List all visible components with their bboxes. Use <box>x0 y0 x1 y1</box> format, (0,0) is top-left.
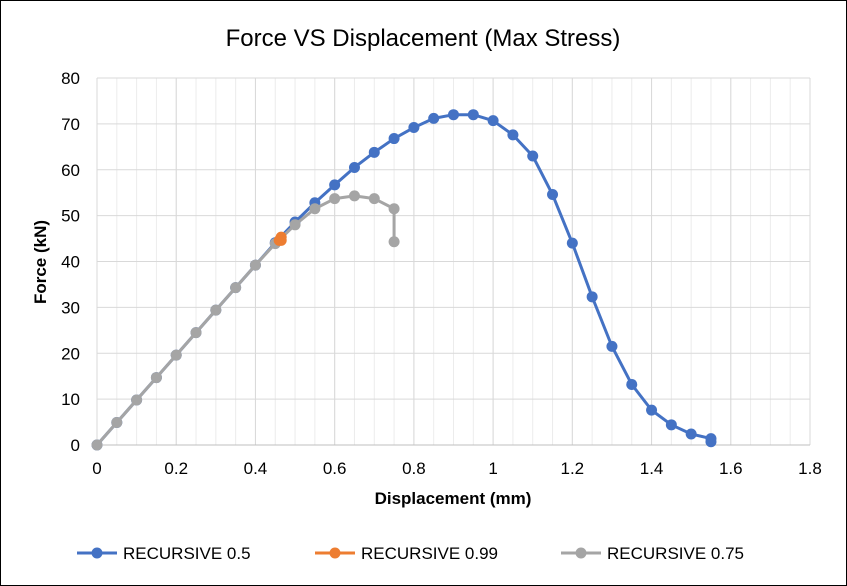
data-point <box>566 237 578 249</box>
data-point <box>275 234 287 246</box>
y-tick-label: 20 <box>61 344 80 363</box>
x-tick-label: 0.4 <box>244 459 268 478</box>
x-tick-label: 1 <box>488 459 497 478</box>
data-point <box>428 112 440 124</box>
chart-title: Force VS Displacement (Max Stress) <box>226 25 621 52</box>
data-point <box>230 282 242 294</box>
y-tick-label: 50 <box>61 207 80 226</box>
grid <box>96 77 811 446</box>
y-tick-label: 10 <box>61 390 80 409</box>
data-point <box>91 439 103 451</box>
plot-area <box>91 109 717 451</box>
x-tick-label: 0 <box>92 459 101 478</box>
series-group <box>273 231 287 246</box>
x-tick-label: 0.8 <box>402 459 426 478</box>
legend-item: RECURSIVE 0.75 <box>561 544 744 563</box>
data-point <box>448 109 459 121</box>
legend-label: RECURSIVE 0.99 <box>361 544 498 563</box>
x-axis-label: Displacement (mm) <box>375 489 532 508</box>
y-tick-label: 30 <box>61 298 80 317</box>
y-tick-label: 70 <box>61 115 80 134</box>
x-tick-labels: 0 0.2 0.4 0.6 0.8 1 1.2 1.4 1.6 1.8 <box>92 459 822 478</box>
legend-item: RECURSIVE 0.99 <box>315 544 498 563</box>
data-point <box>705 436 717 448</box>
legend-item: RECURSIVE 0.5 <box>77 544 251 563</box>
y-tick-label: 0 <box>71 436 80 455</box>
data-point <box>111 417 123 429</box>
data-point <box>685 428 697 440</box>
data-point <box>289 219 301 231</box>
data-point <box>368 146 380 158</box>
data-point <box>586 291 598 303</box>
data-point <box>190 327 202 339</box>
x-tick-label: 1.6 <box>719 459 743 478</box>
y-tick-label: 40 <box>61 253 80 272</box>
data-point <box>487 115 499 127</box>
y-tick-labels: 0 10 20 30 40 50 60 70 80 <box>61 69 80 455</box>
data-point <box>368 193 380 205</box>
data-point <box>547 189 559 201</box>
data-point <box>329 193 341 205</box>
data-point <box>249 259 261 271</box>
data-point <box>646 404 658 416</box>
data-point <box>329 179 341 191</box>
data-point <box>527 150 539 162</box>
legend-marker <box>329 547 341 559</box>
data-point <box>348 161 360 173</box>
data-point <box>606 340 618 352</box>
data-point <box>131 394 143 406</box>
series-line <box>95 113 713 447</box>
data-point <box>309 203 321 215</box>
data-point <box>665 419 677 431</box>
data-point <box>388 236 400 248</box>
data-point <box>507 129 519 141</box>
data-point <box>170 349 182 361</box>
y-tick-label: 80 <box>61 69 80 88</box>
x-tick-label: 0.6 <box>323 459 347 478</box>
data-point <box>210 304 222 316</box>
legend-label: RECURSIVE 0.5 <box>123 544 251 563</box>
x-tick-label: 0.2 <box>164 459 188 478</box>
data-point <box>388 203 400 215</box>
x-tick-label: 1.2 <box>561 459 585 478</box>
x-tick-label: 1.4 <box>640 459 664 478</box>
series-line <box>95 194 396 447</box>
legend-marker <box>575 547 587 559</box>
data-point <box>408 122 420 134</box>
data-point <box>388 133 400 145</box>
data-point <box>467 109 479 121</box>
legend-marker <box>91 547 103 559</box>
legend-label: RECURSIVE 0.75 <box>607 544 744 563</box>
x-tick-label: 1.8 <box>798 459 822 478</box>
series-group <box>91 190 400 451</box>
legend: RECURSIVE 0.5 RECURSIVE 0.99 RECURSIVE 0.7… <box>77 544 744 563</box>
y-axis-label: Force (kN) <box>31 220 50 304</box>
data-point <box>348 190 360 202</box>
data-point <box>626 378 638 390</box>
y-tick-label: 60 <box>61 161 80 180</box>
data-point <box>150 372 162 384</box>
